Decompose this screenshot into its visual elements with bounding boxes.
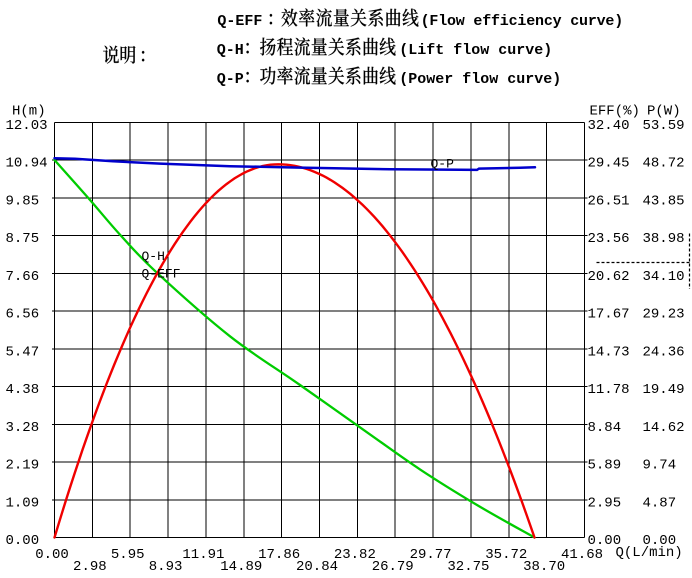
svg-text:38.98: 38.98 [643,231,685,247]
svg-text:14.89: 14.89 [220,559,262,575]
svg-text:8.75: 8.75 [6,231,40,247]
svg-text:0.00: 0.00 [6,533,40,549]
svg-text:32.40: 32.40 [588,118,630,134]
svg-text:14.62: 14.62 [643,420,685,436]
svg-text:EFF(%): EFF(%) [590,104,640,120]
svg-text:53.59: 53.59 [643,118,685,134]
svg-text:12.03: 12.03 [6,118,48,134]
svg-text:Q-P: Q-P [217,71,244,88]
svg-text:32.75: 32.75 [447,559,489,575]
svg-text:29.77: 29.77 [410,547,452,563]
svg-text:19.49: 19.49 [643,382,685,398]
svg-text:10.94: 10.94 [6,156,48,172]
svg-text:Q-H: Q-H [217,42,244,59]
svg-text:P(W): P(W) [647,104,681,120]
svg-text:Q-H: Q-H [142,249,165,264]
svg-text:Q-EFF: Q-EFF [217,13,262,30]
svg-text:0.00: 0.00 [588,533,622,549]
svg-text:48.72: 48.72 [643,156,685,172]
svg-text:2.95: 2.95 [588,495,622,511]
svg-text:0.00: 0.00 [643,533,677,549]
svg-text:41.68: 41.68 [561,547,603,563]
svg-text:2.19: 2.19 [6,458,40,474]
svg-text:2.98: 2.98 [73,559,107,575]
svg-text:17.86: 17.86 [258,547,300,563]
svg-text:(Power flow curve): (Power flow curve) [399,71,561,88]
svg-text:Q-P: Q-P [431,157,455,172]
svg-text:6.56: 6.56 [6,307,40,323]
svg-text:Q-EFF: Q-EFF [142,267,181,282]
svg-text:8.93: 8.93 [149,559,183,575]
svg-text:29.23: 29.23 [643,307,685,323]
svg-text:26.79: 26.79 [372,559,414,575]
svg-text:(Lift flow curve): (Lift flow curve) [399,42,552,59]
svg-text:1.09: 1.09 [6,495,40,511]
svg-text:43.85: 43.85 [643,193,685,209]
svg-text:11.78: 11.78 [588,382,630,398]
svg-text:5.89: 5.89 [588,458,622,474]
svg-text:20.84: 20.84 [296,559,338,575]
svg-text:29.45: 29.45 [588,156,630,172]
svg-text:5.47: 5.47 [6,344,40,360]
svg-text:Q(L/min): Q(L/min) [616,545,683,561]
svg-text:8.84: 8.84 [588,420,622,436]
svg-text:4.38: 4.38 [6,382,40,398]
svg-text:23.82: 23.82 [334,547,376,563]
svg-text:14.73: 14.73 [588,344,630,360]
svg-text:38.70: 38.70 [523,559,565,575]
svg-text:17.67: 17.67 [588,307,630,323]
svg-text:26.51: 26.51 [588,193,630,209]
svg-text:(Flow efficiency curve): (Flow efficiency curve) [421,13,623,30]
svg-text:3.28: 3.28 [6,420,40,436]
svg-text:24.36: 24.36 [643,344,685,360]
svg-text:0.00: 0.00 [35,547,69,563]
svg-text:23.56: 23.56 [588,231,630,247]
svg-text:11.91: 11.91 [182,547,224,563]
svg-text:7.66: 7.66 [6,269,40,285]
svg-text:H(m): H(m) [12,104,46,120]
svg-text:9.85: 9.85 [6,193,40,209]
svg-text:4.87: 4.87 [643,495,677,511]
svg-text:34.10: 34.10 [643,269,685,285]
svg-text:5.95: 5.95 [111,547,145,563]
svg-text:9.74: 9.74 [643,458,677,474]
svg-text:20.62: 20.62 [588,269,630,285]
svg-text:35.72: 35.72 [485,547,527,563]
